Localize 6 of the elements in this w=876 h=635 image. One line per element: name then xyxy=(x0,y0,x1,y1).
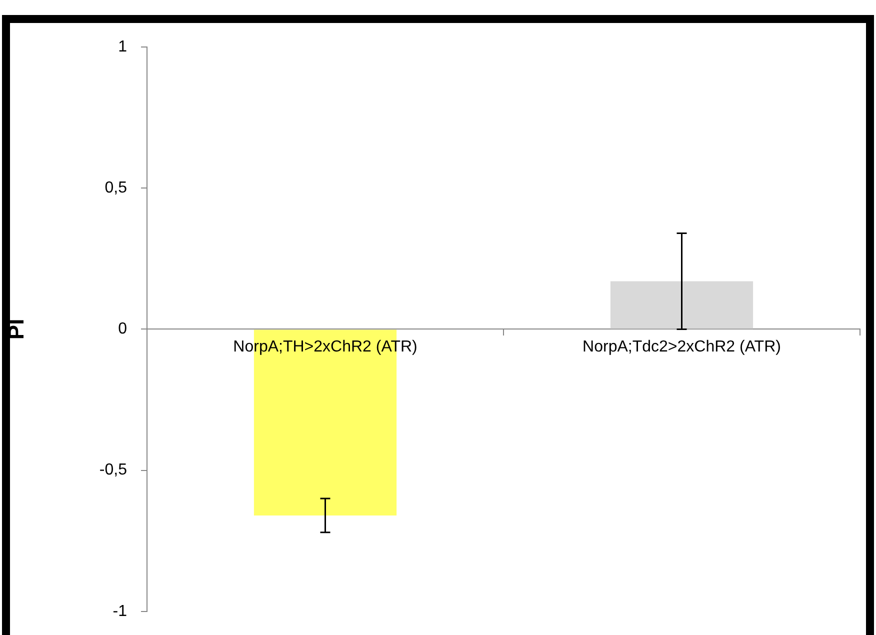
y-tick-label: -0,5 xyxy=(99,462,128,479)
y-tick-label: -1 xyxy=(112,602,128,620)
y-tick-label: 1 xyxy=(118,38,128,56)
y-tick-label: 0,5 xyxy=(104,180,128,197)
x-tick-label: NorpA;Tdc2>2xChR2 (ATR) xyxy=(582,338,781,356)
y-tick-label: 0 xyxy=(118,320,128,338)
